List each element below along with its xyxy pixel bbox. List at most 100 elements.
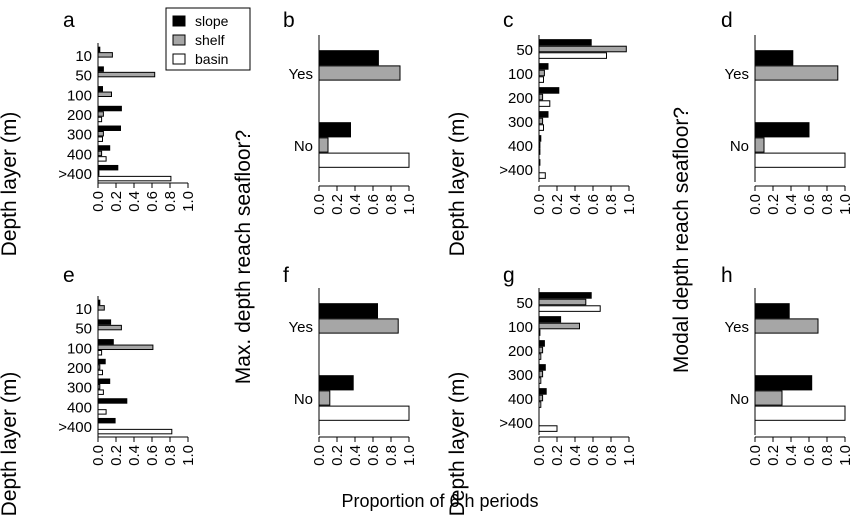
x-tick-label-c-0: 0.0: [531, 194, 548, 215]
x-tick-label-d-5: 1.0: [837, 194, 854, 215]
category-label-a-5: 400: [67, 146, 92, 163]
bar-g-4-shelf: [538, 394, 544, 402]
bar-d-0-slope: [754, 50, 794, 66]
ylabel-depth-bottom-left: Depth layer (m): [0, 372, 21, 515]
x-tick-label-f-3: 0.6: [365, 445, 382, 466]
panel-a: a10 50 100 200 300 400 >400 0.0 0.2 0.4 0.6 0.8 1.0: [58, 9, 197, 212]
x-tick-label-e-2: 0.4: [126, 445, 143, 466]
bar-c-2-slope: [538, 87, 560, 94]
x-tick-label-g-0: 0.0: [531, 445, 548, 466]
bar-a-6-slope: [97, 164, 119, 171]
bar-e-5-slope: [97, 398, 128, 404]
category-label-e-3: 200: [67, 360, 92, 377]
category-label-e-6: >400: [58, 419, 92, 436]
category-label-c-5: >400: [499, 162, 533, 179]
panel-letter-b: b: [283, 9, 295, 32]
bar-c-2-basin: [538, 100, 551, 107]
x-tick-label-g-3: 0.6: [585, 445, 602, 466]
bar-e-4-basin: [97, 389, 104, 395]
legend: slope shelf basin: [165, 7, 251, 71]
bar-g-0-slope: [538, 292, 592, 299]
category-label-a-2: 100: [67, 87, 92, 104]
category-label-e-4: 300: [67, 380, 92, 397]
legend-label-basin: basin: [195, 51, 228, 67]
bar-c-3-slope: [538, 111, 549, 118]
panel-e: e10 50 100 200 300 400 >400 0.0 0.2 0.4 0.6 0.8 1.0: [58, 264, 197, 466]
x-tick-label-h-1: 0.2: [765, 445, 782, 466]
bar-f-0-slope: [318, 303, 378, 319]
x-tick-label-c-1: 0.2: [549, 194, 566, 215]
category-label-g-3: 300: [508, 367, 533, 384]
bar-a-1-shelf: [97, 71, 156, 78]
x-tick-label-b-4: 0.8: [383, 194, 400, 215]
category-label-a-3: 200: [67, 107, 92, 124]
bar-e-2-slope: [97, 339, 114, 345]
ylabel-max-depth: Max. depth reach seafloor?: [232, 130, 255, 384]
bar-a-5-basin: [97, 156, 107, 162]
category-label-a-6: >400: [58, 166, 92, 183]
bar-a-5-slope: [97, 145, 111, 151]
bar-a-3-shelf: [97, 111, 104, 117]
x-tick-label-f-0: 0.0: [311, 445, 328, 466]
x-tick-label-e-0: 0.0: [90, 445, 107, 466]
bar-c-3-basin: [538, 124, 544, 131]
panel-g: g50 100 200 300 400 >400 0.0 0.2 0.4 0.6 0.8 1.0: [499, 264, 638, 466]
category-label-g-2: 200: [508, 343, 533, 360]
bar-a-6-basin: [97, 175, 172, 182]
bar-a-1-slope: [97, 66, 104, 72]
bar-b-1-basin: [318, 152, 410, 168]
bar-a-4-basin: [97, 136, 103, 142]
panel-letter-c: c: [503, 9, 514, 32]
x-tick-label-a-2: 0.4: [126, 191, 143, 212]
bar-a-3-basin: [97, 116, 103, 123]
panel-letter-f: f: [283, 264, 289, 287]
bar-b-1-shelf: [318, 137, 329, 153]
x-tick-label-g-5: 1.0: [621, 445, 638, 466]
x-tick-label-h-0: 0.0: [747, 445, 764, 466]
x-tick-label-b-0: 0.0: [311, 194, 328, 215]
bar-e-1-slope: [97, 319, 112, 325]
bar-g-0-basin: [538, 305, 601, 312]
x-tick-label-e-3: 0.6: [144, 445, 161, 466]
category-label-c-2: 200: [508, 90, 533, 107]
category-label-f-1: No: [294, 391, 313, 408]
bar-g-1-shelf: [538, 322, 580, 330]
bar-a-3-slope: [97, 105, 122, 112]
bar-b-1-slope: [318, 122, 351, 138]
x-tick-label-h-3: 0.6: [801, 445, 818, 466]
category-label-c-4: 400: [508, 138, 533, 155]
x-tick-label-d-3: 0.6: [801, 194, 818, 215]
x-tick-label-b-1: 0.2: [329, 194, 346, 215]
bar-b-0-shelf: [318, 65, 401, 81]
bar-a-5-shelf: [97, 150, 103, 157]
panel-letter-e: e: [63, 264, 75, 287]
x-tick-label-d-4: 0.8: [819, 194, 836, 215]
bar-f-1-slope: [318, 375, 354, 391]
x-tick-label-f-4: 0.8: [383, 445, 400, 466]
legend-label-slope: slope: [195, 13, 229, 29]
bar-d-1-basin: [754, 152, 846, 168]
bar-e-1-shelf: [97, 324, 122, 331]
bar-c-3-shelf: [538, 117, 544, 125]
x-tick-label-f-5: 1.0: [401, 445, 418, 466]
x-tick-label-e-4: 0.8: [162, 445, 179, 466]
bar-e-3-slope: [97, 358, 106, 365]
bar-g-2-shelf: [538, 346, 544, 354]
category-label-a-1: 50: [75, 68, 92, 85]
bar-g-2-slope: [538, 340, 545, 347]
category-label-b-0: Yes: [289, 66, 313, 83]
bar-a-2-slope: [97, 86, 103, 92]
x-tick-label-h-2: 0.4: [783, 445, 800, 466]
bar-e-2-basin: [97, 350, 103, 356]
x-tick-label-g-4: 0.8: [603, 445, 620, 466]
category-label-g-1: 100: [508, 319, 533, 336]
bar-d-1-shelf: [754, 137, 765, 153]
panel-letter-g: g: [503, 264, 515, 287]
category-label-f-0: Yes: [289, 319, 313, 336]
legend-swatch-slope: [172, 15, 186, 27]
bar-e-6-slope: [97, 417, 116, 424]
bar-c-1-slope: [538, 63, 549, 70]
x-tick-label-d-2: 0.4: [783, 194, 800, 215]
